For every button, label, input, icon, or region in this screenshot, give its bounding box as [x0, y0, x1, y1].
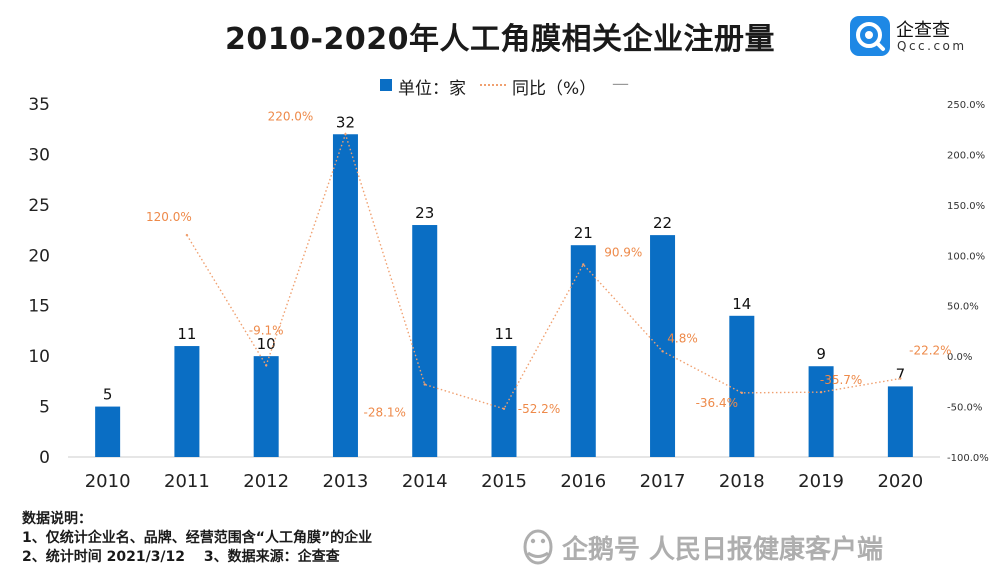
chart-title: 2010-2020年人工角膜相关企业注册量: [225, 22, 775, 57]
x-tick-label: 2017: [640, 471, 686, 492]
x-tick-label: 2019: [798, 471, 844, 492]
yoy-value-label: 4.8%: [667, 331, 698, 345]
bar: [729, 315, 755, 457]
legend-line-label: 同比（%）: [512, 79, 597, 99]
bar-value-label: 5: [103, 386, 113, 404]
y-right-tick-label: 0.0%: [947, 352, 972, 363]
yoy-point: [582, 263, 585, 266]
y-left-tick-label: 10: [28, 347, 50, 367]
notes-heading: 数据说明：: [22, 511, 92, 527]
bar-value-label: 11: [494, 325, 513, 343]
x-tick-label: 2012: [243, 471, 289, 492]
bar: [95, 406, 121, 457]
bar: [808, 366, 834, 457]
bar: [887, 386, 913, 457]
x-tick-label: 2015: [481, 471, 527, 492]
logo-name-cn: 企查查: [896, 20, 950, 41]
y-left-tick-label: 30: [28, 145, 50, 165]
yoy-value-label: -35.7%: [820, 373, 862, 387]
legend-dash: —: [612, 74, 629, 94]
y-right-tick-label: 150.0%: [947, 201, 985, 212]
watermark-text: 企鹅号 人民日报健康客户端: [562, 535, 884, 565]
legend-bar-swatch: [380, 79, 392, 91]
bar-value-label: 10: [257, 335, 276, 353]
bar-value-label: 14: [732, 295, 751, 313]
yoy-value-label: 220.0%: [268, 109, 314, 123]
y-right-tick-label: 250.0%: [947, 100, 985, 111]
y-right-tick-label: 50.0%: [947, 302, 979, 313]
y-right-tick-label: -50.0%: [947, 403, 982, 414]
x-tick-label: 2011: [164, 471, 210, 492]
yoy-point: [344, 133, 347, 136]
yoy-value-label: -22.2%: [909, 344, 951, 358]
x-tick-label: 2014: [402, 471, 448, 492]
y-left-tick-label: 20: [28, 246, 50, 266]
bar: [412, 225, 438, 457]
y-left-tick-label: 0: [39, 448, 50, 468]
y-left-tick-label: 35: [28, 95, 50, 115]
bar-value-label: 23: [415, 204, 434, 222]
yoy-point: [661, 350, 664, 353]
y-left-tick-label: 15: [28, 297, 50, 317]
yoy-point: [185, 233, 189, 237]
bar: [650, 235, 676, 457]
notes-line-2: 2、统计时间 2021/3/12 3、数据来源：企查查: [22, 549, 340, 565]
bar-value-label: 7: [896, 365, 906, 383]
x-tick-label: 2016: [560, 471, 606, 492]
legend-bar-label: 单位：家: [398, 79, 466, 99]
legend-line-swatch: [480, 84, 506, 86]
bar: [174, 346, 200, 457]
logo-name-en: Qcc.com: [897, 39, 967, 53]
notes-line-1: 1、仅统计企业名、品牌、经营范围含“人工角膜”的企业: [22, 530, 373, 546]
yoy-value-label: -28.1%: [364, 405, 406, 419]
bar-line-chart: 0 5 10 15 20 25 30 35 -100.0% -50.0% 0.0% 50.0% 100.…: [28, 95, 989, 492]
yoy-line: [186, 132, 901, 410]
y-left-tick-label: 5: [39, 398, 50, 418]
bar-value-label: 11: [177, 325, 196, 343]
yoy-value-label: 120.0%: [146, 210, 192, 224]
qcc-logo-icon: [850, 16, 890, 56]
yoy-value-label: -52.2%: [518, 402, 560, 416]
x-tick-label: 2018: [719, 471, 765, 492]
yoy-value-label: -36.4%: [696, 396, 738, 410]
penguin-icon: [523, 529, 553, 565]
y-left-tick-label: 25: [28, 196, 50, 216]
yoy-point: [819, 390, 823, 394]
yoy-point: [502, 407, 506, 410]
bar: [570, 245, 596, 457]
bar-value-label: 9: [816, 345, 826, 363]
yoy-value-label: 90.9%: [604, 245, 642, 259]
y-right-tick-label: -100.0%: [947, 453, 989, 464]
x-tick-label: 2020: [877, 471, 923, 492]
bar: [253, 356, 279, 457]
yoy-value-label: -9.1%: [249, 323, 284, 337]
data-notes: 数据说明： 1、仅统计企业名、品牌、经营范围含“人工角膜”的企业 2、统计时间 …: [22, 510, 372, 567]
y-right-tick-label: 200.0%: [947, 150, 985, 161]
bar-value-label: 21: [574, 224, 593, 242]
x-tick-label: 2013: [323, 471, 369, 492]
yoy-point: [740, 391, 744, 395]
bar-value-label: 22: [653, 214, 672, 232]
x-tick-label: 2010: [85, 471, 131, 492]
y-right-tick-label: 100.0%: [947, 251, 985, 262]
yoy-point: [899, 377, 902, 380]
bar: [491, 346, 517, 457]
yoy-point: [264, 364, 268, 367]
yoy-point: [423, 383, 426, 386]
bar-value-label: 32: [336, 113, 355, 131]
bar: [332, 134, 358, 457]
